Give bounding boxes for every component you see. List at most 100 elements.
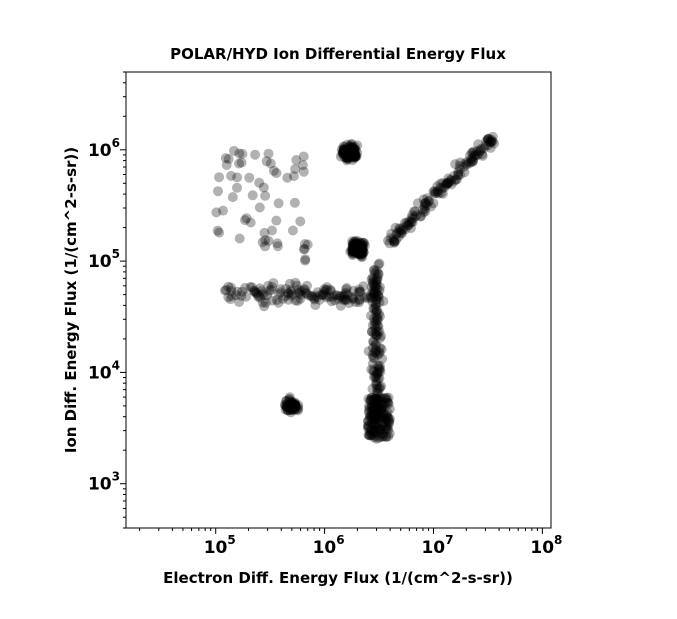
data-point bbox=[443, 178, 454, 189]
data-point bbox=[480, 140, 491, 151]
data-point bbox=[351, 240, 362, 250]
data-point bbox=[375, 363, 386, 374]
data-point bbox=[352, 246, 363, 256]
data-point bbox=[353, 247, 364, 258]
data-point bbox=[316, 289, 326, 300]
data-point bbox=[372, 394, 383, 405]
data-point bbox=[371, 388, 382, 399]
data-point bbox=[335, 291, 346, 302]
data-point bbox=[353, 242, 364, 253]
data-point bbox=[367, 402, 378, 413]
data-point bbox=[366, 411, 377, 422]
data-point bbox=[372, 349, 383, 360]
data-point bbox=[351, 241, 362, 252]
data-point bbox=[367, 297, 378, 307]
data-point bbox=[370, 299, 381, 310]
data-point bbox=[345, 150, 356, 161]
data-point bbox=[342, 139, 353, 150]
data-point bbox=[378, 429, 389, 439]
data-point bbox=[357, 243, 368, 254]
data-point bbox=[352, 244, 363, 255]
data-point bbox=[347, 142, 358, 153]
data-point bbox=[300, 255, 311, 266]
data-point bbox=[374, 311, 385, 322]
data-point bbox=[372, 283, 382, 294]
data-point bbox=[373, 362, 384, 373]
data-point bbox=[284, 278, 295, 289]
data-point bbox=[368, 371, 379, 382]
data-point bbox=[288, 400, 299, 411]
data-point bbox=[375, 333, 385, 344]
data-point bbox=[211, 207, 222, 218]
data-point bbox=[370, 379, 381, 390]
y-tick-label: 103 bbox=[88, 470, 120, 495]
data-point bbox=[358, 237, 369, 248]
data-point bbox=[284, 396, 295, 407]
data-point bbox=[352, 244, 363, 255]
data-point bbox=[384, 418, 395, 429]
data-point bbox=[289, 399, 300, 410]
data-point bbox=[354, 248, 365, 258]
data-point bbox=[338, 147, 349, 158]
data-point bbox=[466, 147, 477, 158]
data-point bbox=[348, 240, 359, 251]
data-point bbox=[229, 145, 239, 156]
data-point bbox=[370, 420, 380, 431]
data-point bbox=[449, 175, 460, 186]
data-point bbox=[281, 402, 292, 413]
data-point bbox=[368, 265, 379, 276]
data-point bbox=[366, 395, 377, 406]
data-point bbox=[285, 405, 296, 416]
data-point bbox=[368, 427, 379, 438]
data-point bbox=[347, 155, 358, 166]
data-point bbox=[377, 398, 388, 409]
data-point bbox=[347, 241, 358, 252]
data-point bbox=[325, 284, 336, 295]
data-point bbox=[348, 285, 359, 296]
data-point bbox=[356, 243, 367, 254]
data-point bbox=[380, 398, 391, 408]
data-point bbox=[376, 403, 387, 414]
data-point bbox=[346, 245, 357, 256]
data-point bbox=[370, 411, 381, 422]
data-point bbox=[373, 367, 384, 378]
data-point bbox=[380, 424, 391, 435]
data-point bbox=[295, 293, 306, 304]
data-point bbox=[372, 400, 383, 411]
data-point bbox=[289, 402, 300, 413]
data-point bbox=[339, 145, 350, 156]
data-point bbox=[283, 288, 293, 299]
data-point bbox=[306, 291, 317, 302]
data-point bbox=[418, 194, 429, 205]
data-point bbox=[342, 289, 353, 300]
data-point bbox=[383, 392, 394, 403]
data-point bbox=[369, 316, 380, 327]
data-point bbox=[394, 224, 405, 234]
data-point bbox=[286, 290, 297, 301]
data-point bbox=[486, 136, 497, 147]
x-tick-label: 105 bbox=[204, 533, 236, 558]
data-point bbox=[320, 290, 331, 301]
data-point bbox=[366, 326, 377, 337]
data-point bbox=[373, 414, 384, 425]
data-point bbox=[420, 206, 431, 217]
data-point bbox=[352, 239, 363, 250]
data-point bbox=[357, 239, 368, 250]
data-point bbox=[357, 243, 368, 253]
data-point bbox=[212, 225, 223, 236]
data-point bbox=[369, 393, 380, 404]
data-point bbox=[369, 414, 380, 425]
data-point bbox=[370, 394, 381, 405]
data-point bbox=[352, 238, 363, 249]
data-point bbox=[371, 312, 382, 323]
data-point bbox=[418, 207, 429, 218]
data-point bbox=[489, 138, 500, 149]
data-point bbox=[214, 172, 225, 183]
data-point bbox=[347, 248, 358, 259]
data-point bbox=[338, 149, 349, 160]
data-point bbox=[250, 149, 261, 160]
data-point bbox=[347, 147, 358, 157]
data-point bbox=[349, 151, 360, 162]
data-point bbox=[351, 151, 362, 162]
data-point bbox=[283, 288, 294, 299]
